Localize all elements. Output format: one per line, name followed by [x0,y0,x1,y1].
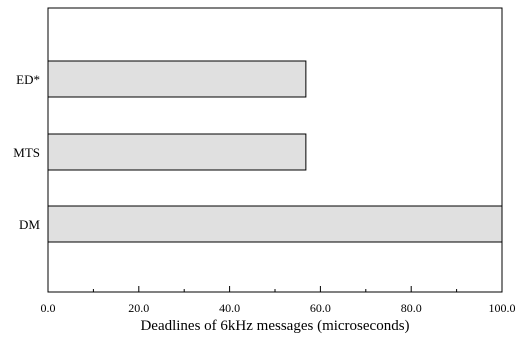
bar-mts [47,133,307,171]
x-tick-label: 60.0 [310,301,331,315]
x-tick-label: 100.0 [489,301,516,315]
x-tick-label: 20.0 [128,301,149,315]
category-label: MTS [13,145,40,160]
x-tick-label: 0.0 [41,301,56,315]
x-axis-ticks: 0.0 20.0 40.0 60.0 80.0 100.0 [41,286,516,315]
bar-dm [47,205,503,243]
category-labels: ED* MTS DM [13,72,40,232]
bars-layer [47,60,503,243]
x-tick-label: 40.0 [219,301,240,315]
x-tick-label: 80.0 [401,301,422,315]
bar-ed [47,60,307,98]
x-axis-title: Deadlines of 6kHz messages (microseconds… [140,318,409,334]
category-label: DM [19,217,40,232]
category-label: ED* [16,72,40,87]
